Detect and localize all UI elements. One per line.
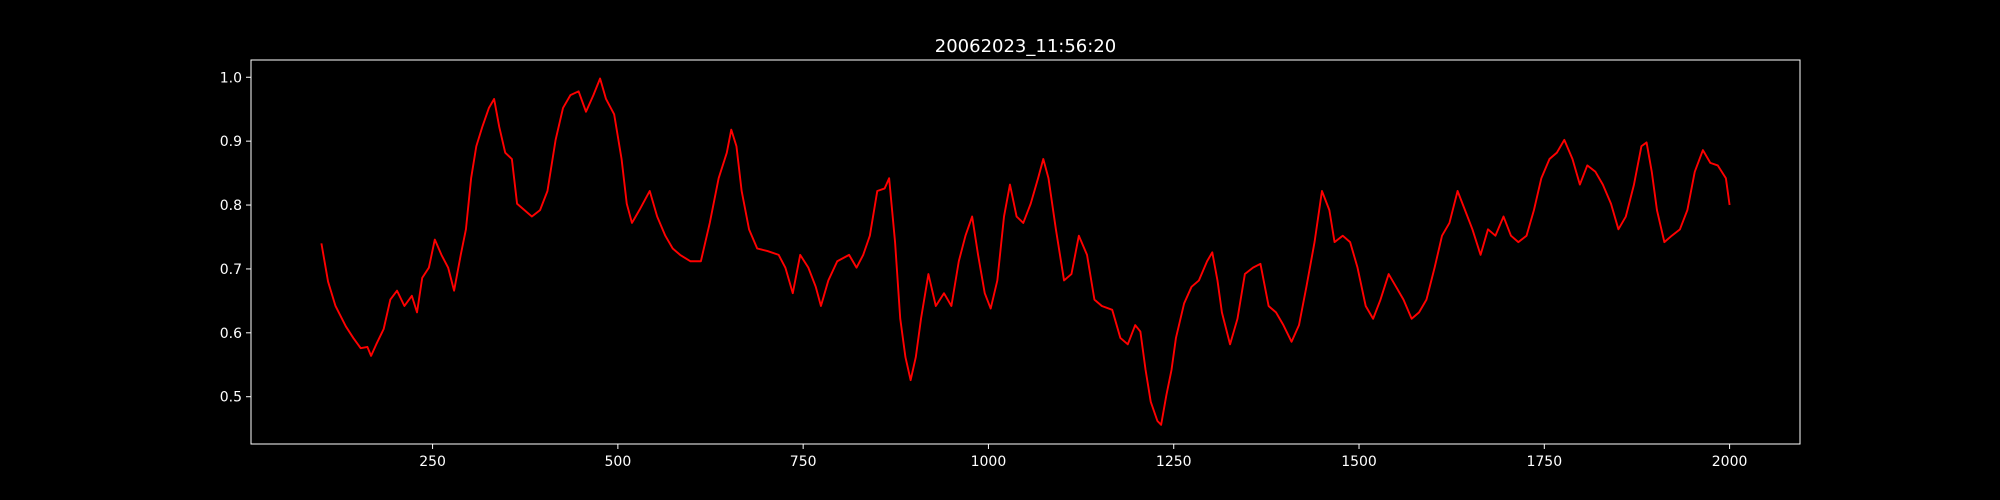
x-tick-label: 2000: [1712, 454, 1748, 470]
y-tick-label: 0.8: [220, 198, 242, 214]
x-tick-label: 500: [605, 454, 632, 470]
x-tick-label: 1250: [1156, 454, 1192, 470]
y-tick-label: 1.0: [220, 70, 242, 86]
x-tick-label: 1000: [971, 454, 1007, 470]
x-tick-label: 1500: [1341, 454, 1377, 470]
y-tick-label: 0.9: [220, 134, 242, 150]
chart-title: 20062023_11:56:20: [935, 36, 1116, 57]
y-tick-label: 0.6: [220, 326, 242, 342]
x-tick-label: 750: [790, 454, 817, 470]
data-line: [320, 77, 1731, 426]
x-tick-label: 250: [419, 454, 446, 470]
plot-frame: [250, 59, 1801, 445]
y-tick-label: 0.5: [220, 390, 242, 406]
x-tick-label: 1750: [1526, 454, 1562, 470]
y-tick-label: 0.7: [220, 262, 242, 278]
